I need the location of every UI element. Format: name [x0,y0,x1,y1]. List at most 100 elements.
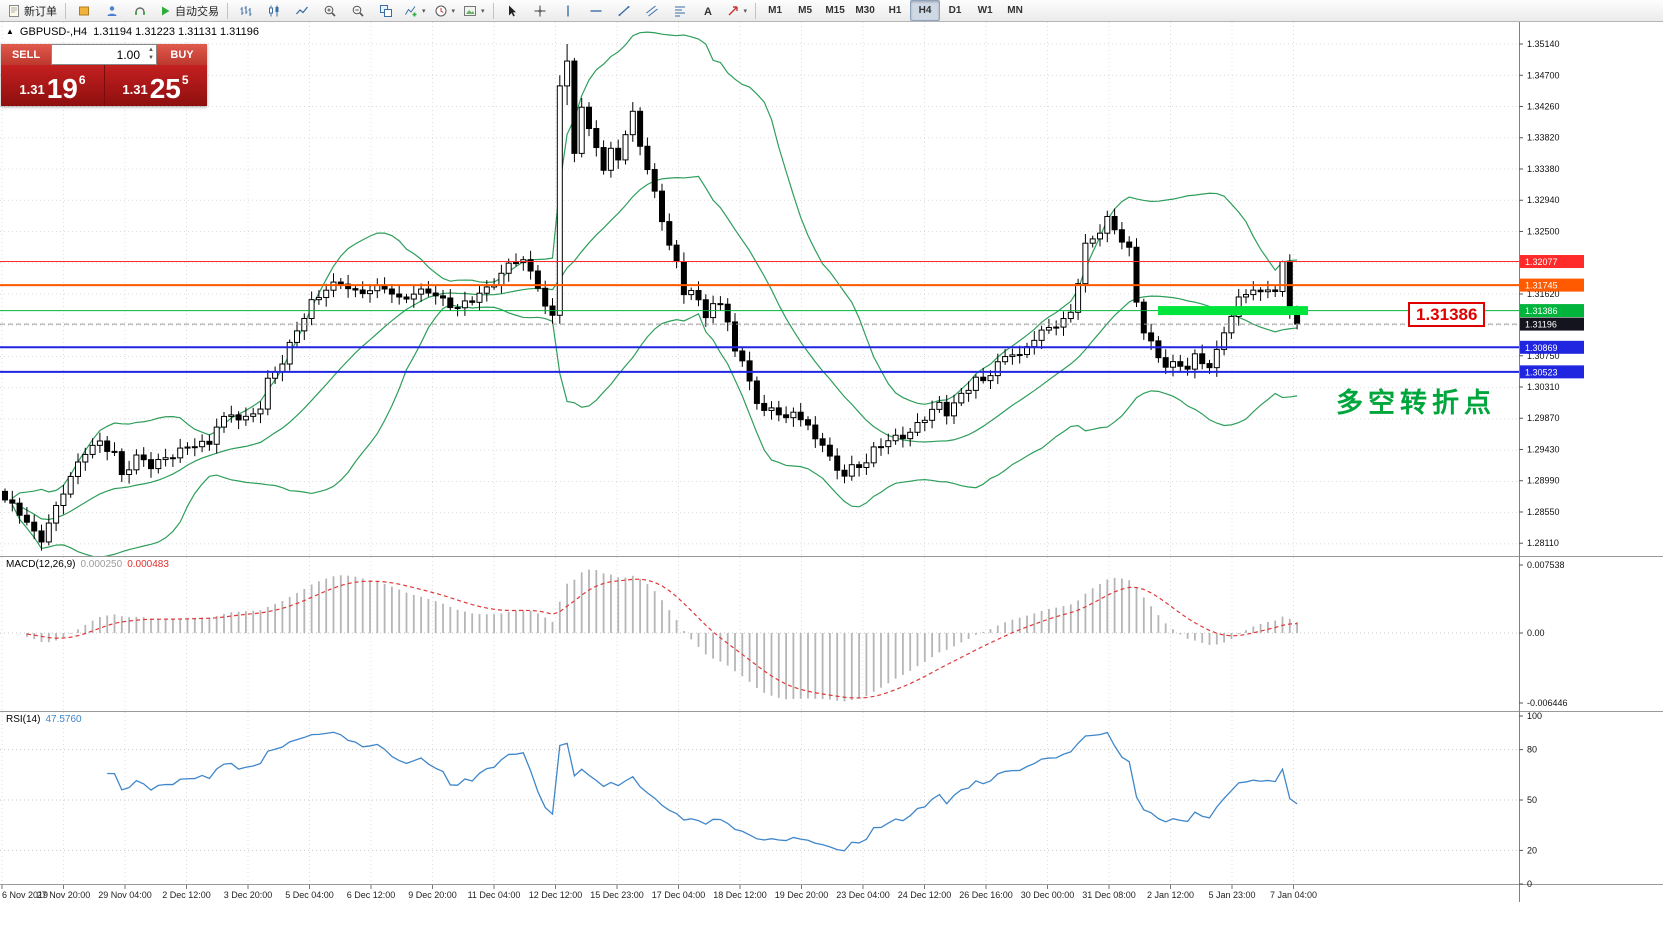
toolbar-separator [755,2,757,19]
candle [9,490,16,512]
grid [0,22,1519,884]
arrows-button[interactable]: ▾ [722,0,752,21]
price-tick-label: 1.34260 [1527,102,1560,112]
fibo-button[interactable] [666,0,694,21]
macd-name: MACD(12,26,9) [6,559,76,570]
candle [943,394,950,425]
bar-chart-button[interactable] [232,0,260,21]
volume-input[interactable]: 1.00 ▲ ▼ [51,44,157,65]
time-label: 29 Nov 04:00 [98,890,152,900]
vline-button[interactable] [554,0,582,21]
timeframe-w1-button[interactable]: W1 [977,5,993,16]
periods-button[interactable]: ▾ [430,0,460,21]
time-label: 2 Jan 12:00 [1147,890,1194,900]
candle [447,289,454,311]
candle [469,296,476,306]
trendline-button[interactable] [610,0,638,21]
crosshair-button[interactable] [526,0,554,21]
candlestick-series [2,44,1301,551]
candle [199,434,206,453]
price-tick-label: 1.29870 [1527,413,1560,423]
candle [82,447,89,471]
candle [257,401,264,424]
candle [148,451,154,478]
svg-text:1.30523: 1.30523 [1525,367,1558,377]
highlight-segment[interactable] [1158,306,1308,316]
candle [768,401,775,420]
timeframe-m5-button[interactable]: M5 [798,5,813,16]
symbol-header: ▲ GBPUSD-,H4 1.31194 1.31223 1.31131 1.3… [6,26,259,38]
candle [213,418,220,454]
timeframe-h1-button[interactable]: H1 [888,5,902,16]
chevron-down-icon: ▾ [743,7,748,15]
tile-windows-button[interactable] [372,0,400,21]
sell-price[interactable]: 1.31 19 6 [19,73,86,105]
candle [965,381,972,402]
zoom-in-button[interactable] [316,0,344,21]
candle [797,403,804,427]
candle [432,285,439,305]
auto-trading-button[interactable]: 自动交易 [154,0,223,21]
candle [929,400,936,429]
cursor-button[interactable] [498,0,526,21]
candle [111,442,118,456]
text-button[interactable]: A [694,0,722,21]
svg-text:1.32077: 1.32077 [1525,257,1558,267]
collapse-arrow-icon[interactable]: ▲ [6,27,14,36]
market-watch-button[interactable] [70,0,98,21]
candle [724,298,731,332]
channel-button[interactable] [638,0,666,21]
candle [1140,298,1147,340]
chevron-down-icon: ▾ [481,7,485,15]
time-label: 31 Dec 08:00 [1082,890,1136,900]
buy-button[interactable]: BUY [157,44,207,65]
candle [622,130,629,165]
candle [279,354,286,382]
candle [542,280,549,315]
candle [980,368,987,384]
candle [1045,318,1052,334]
spin-down-icon[interactable]: ▼ [148,55,154,61]
indicators-button[interactable]: ▾ [400,0,430,21]
candle [644,137,651,175]
volume-stepper[interactable]: ▲ ▼ [148,46,154,62]
rsi-scale-label: 80 [1527,745,1537,755]
new-order-button[interactable]: 新订单 [3,0,61,21]
candle [899,426,906,448]
candle [1016,345,1023,364]
channel-icon [645,4,659,18]
timeframe-d1-button[interactable]: D1 [948,5,962,16]
sell-button[interactable]: SELL [1,44,51,65]
timeframe-mn-button[interactable]: MN [1007,5,1023,16]
candle [534,264,541,292]
candle [513,253,519,267]
zoom-out-button[interactable] [344,0,372,21]
profile-button[interactable] [98,0,126,21]
candle [235,411,242,430]
hline-button[interactable] [582,0,610,21]
timeframe-m1-button[interactable]: M1 [768,5,783,16]
candle [264,370,271,416]
candle [615,139,622,169]
price-tick-label: 1.30750 [1527,351,1560,361]
candle-chart-button[interactable] [260,0,288,21]
line-chart-button[interactable] [288,0,316,21]
timeframe-h4-button[interactable]: H4 [910,0,941,21]
candle [1279,260,1286,297]
candle [352,284,359,298]
spin-up-icon[interactable]: ▲ [148,47,154,53]
buy-price[interactable]: 1.31 25 5 [122,73,189,105]
vline-icon [561,4,575,18]
timeframe-m30-button[interactable]: M30 [855,5,875,16]
timeframe-m15-button[interactable]: M15 [825,5,845,16]
candle [914,413,921,437]
time-label: 18 Dec 12:00 [713,890,767,900]
bollinger-lower-band [11,304,1298,556]
price-level-callout[interactable]: 1.31386 [1408,302,1486,327]
support-button[interactable] [126,0,154,21]
templates-button[interactable]: ▾ [459,0,489,21]
time-label: 3 Dec 20:00 [224,890,273,900]
candle [286,339,293,371]
candle [23,507,30,526]
